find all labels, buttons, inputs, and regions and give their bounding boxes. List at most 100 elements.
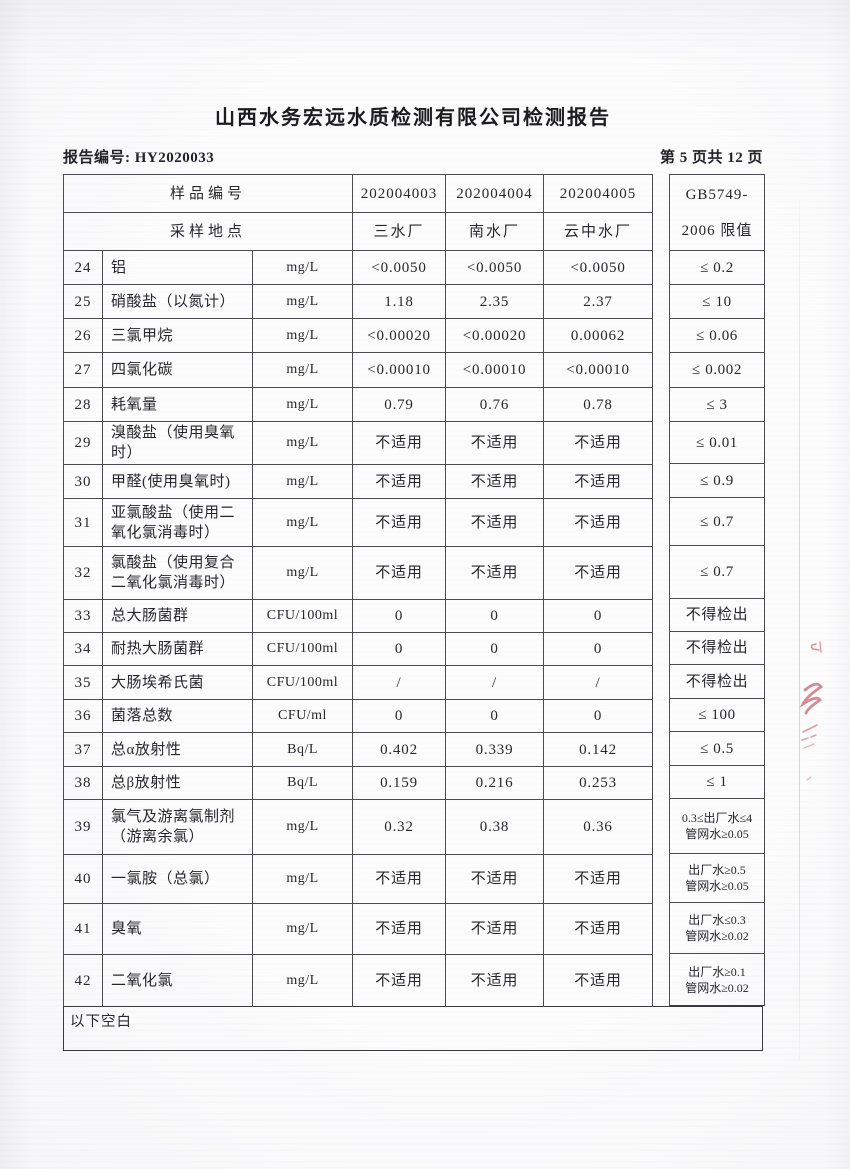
parameter-name: 氯气及游离氯制剂（游离余氯） — [102, 799, 253, 855]
row-number: 41 — [63, 903, 103, 955]
limit-row: 出厂水≥0.5 管网水≥0.05 — [669, 853, 765, 903]
limit-row: ≤ 0.5 — [669, 731, 765, 766]
row-number: 32 — [63, 546, 103, 600]
limit-cell: ≤ 100 — [669, 698, 765, 732]
limit-standard-header: GB5749- 2006 限值 — [669, 174, 765, 251]
limit-standard-line2: 2006 限值 — [681, 222, 753, 239]
table-row: 26 三氯甲烷 mg/L <0.00020 <0.00020 0.00062 — [63, 318, 653, 353]
value-cell: 2.37 — [543, 284, 653, 319]
sample-id: 202004003 — [352, 174, 446, 213]
value-cell: 0.402 — [352, 732, 446, 767]
limit-cell: ≤ 0.7 — [669, 497, 765, 546]
red-stamp-fragment — [797, 628, 827, 798]
value-cell: 不适用 — [445, 464, 544, 499]
unit: mg/L — [252, 421, 353, 465]
value-cell: 0 — [352, 599, 446, 633]
unit: CFU/ml — [252, 699, 353, 733]
row-number: 36 — [63, 699, 103, 733]
limit-cell: 出厂水≥0.5 管网水≥0.05 — [669, 853, 765, 903]
parameter-name: 硝酸盐（以氮计） — [102, 284, 253, 319]
header-row-locations: 采样地点 三水厂 南水厂 云中水厂 — [63, 212, 653, 251]
value-cell: <0.00010 — [445, 352, 544, 388]
limit-cell: ≤ 0.9 — [669, 463, 765, 498]
blank-below-note: 以下空白 — [63, 1006, 763, 1051]
limit-cell: ≤ 0.2 — [669, 250, 765, 285]
limit-row: ≤ 100 — [669, 698, 765, 732]
unit: CFU/100ml — [252, 599, 353, 633]
value-cell: 2.35 — [445, 284, 544, 319]
value-cell: 不适用 — [445, 546, 544, 600]
row-number: 39 — [63, 799, 103, 855]
value-cell: 不适用 — [352, 546, 446, 600]
page-edge-crease — [799, 200, 800, 1060]
value-cell: 0.339 — [445, 732, 544, 767]
parameter-name: 大肠埃希氏菌 — [102, 665, 253, 700]
limit-table: GB5749- 2006 限值 ≤ 0.2 ≤ 10 ≤ 0.06 ≤ 0.002 ≤ … — [669, 174, 765, 1006]
row-number: 38 — [63, 766, 103, 800]
row-number: 24 — [63, 250, 103, 285]
value-cell: <0.0050 — [352, 250, 446, 285]
value-cell: <0.00020 — [352, 318, 446, 353]
unit: CFU/100ml — [252, 632, 353, 666]
table-row: 27 四氯化碳 mg/L <0.00010 <0.00010 <0.00010 — [63, 352, 653, 388]
parameter-name: 总大肠菌群 — [102, 599, 253, 633]
row-number: 29 — [63, 421, 103, 465]
table-row: 24 铝 mg/L <0.0050 <0.0050 <0.0050 — [63, 250, 653, 285]
table-row: 32 氯酸盐（使用复合二氧化氯消毒时） mg/L 不适用 不适用 不适用 — [63, 546, 653, 600]
value-cell: / — [352, 665, 446, 700]
unit: Bq/L — [252, 766, 353, 800]
unit: mg/L — [252, 250, 353, 285]
limit-cell: ≤ 0.01 — [669, 421, 765, 464]
row-number: 37 — [63, 732, 103, 767]
limit-row: ≤ 3 — [669, 387, 765, 422]
value-cell: 不适用 — [352, 464, 446, 499]
value-cell: <0.0050 — [543, 250, 653, 285]
parameter-name: 氯酸盐（使用复合二氧化氯消毒时） — [102, 546, 253, 600]
table-row: 40 一氯胺（总氯） mg/L 不适用 不适用 不适用 — [63, 854, 653, 904]
value-cell: 0 — [445, 599, 544, 633]
value-cell: 0 — [445, 699, 544, 733]
value-cell: <0.00010 — [543, 352, 653, 388]
limit-cell: 不得检出 — [669, 598, 765, 632]
value-cell: 不适用 — [445, 854, 544, 904]
sampling-location-label: 采样地点 — [63, 212, 353, 251]
limit-cell: ≤ 0.002 — [669, 352, 765, 388]
parameter-name: 三氯甲烷 — [102, 318, 253, 353]
unit: mg/L — [252, 318, 353, 353]
page-indicator: 第 5 页共 12 页 — [659, 150, 763, 166]
unit: mg/L — [252, 903, 353, 955]
value-cell: 0.253 — [543, 766, 653, 800]
row-number: 34 — [63, 632, 103, 666]
unit: mg/L — [252, 352, 353, 388]
value-cell: 不适用 — [445, 954, 544, 1007]
value-cell: 0.78 — [543, 387, 653, 422]
limit-cell: 出厂水≤0.3 管网水≥0.02 — [669, 902, 765, 954]
limit-row: ≤ 0.7 — [669, 545, 765, 599]
value-cell: 不适用 — [543, 854, 653, 904]
table-row: 28 耗氧量 mg/L 0.79 0.76 0.78 — [63, 387, 653, 422]
table-row: 37 总α放射性 Bq/L 0.402 0.339 0.142 — [63, 732, 653, 767]
value-cell: / — [445, 665, 544, 700]
parameter-name: 亚氯酸盐（使用二氧化氯消毒时） — [102, 498, 253, 547]
unit: CFU/100ml — [252, 665, 353, 700]
limit-cell: 0.3≤出厂水≤4 管网水≥0.05 — [669, 798, 765, 854]
limit-row: 不得检出 — [669, 664, 765, 699]
value-cell: 0.79 — [352, 387, 446, 422]
parameter-name: 二氧化氯 — [102, 954, 253, 1007]
row-number: 33 — [63, 599, 103, 633]
unit: mg/L — [252, 284, 353, 319]
value-cell: <0.00020 — [445, 318, 544, 353]
limit-row: ≤ 0.002 — [669, 352, 765, 388]
row-number: 40 — [63, 854, 103, 904]
limit-row: 出厂水≤0.3 管网水≥0.02 — [669, 902, 765, 954]
value-cell: 0 — [543, 632, 653, 666]
table-row: 29 溴酸盐（使用臭氧时） mg/L 不适用 不适用 不适用 — [63, 421, 653, 465]
table-row: 30 甲醛(使用臭氧时) mg/L 不适用 不适用 不适用 — [63, 464, 653, 499]
table-row: 34 耐热大肠菌群 CFU/100ml 0 0 0 — [63, 632, 653, 666]
parameter-name: 耐热大肠菌群 — [102, 632, 253, 666]
report-title: 山西水务宏远水质检测有限公司检测报告 — [215, 107, 611, 129]
sample-id: 202004005 — [543, 174, 653, 213]
unit: mg/L — [252, 546, 353, 600]
table-row: 25 硝酸盐（以氮计） mg/L 1.18 2.35 2.37 — [63, 284, 653, 319]
parameter-name: 四氯化碳 — [102, 352, 253, 388]
